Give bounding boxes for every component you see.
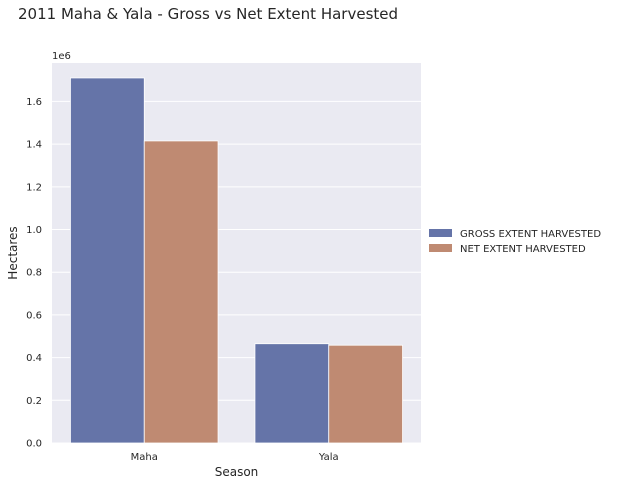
legend: GROSS EXTENT HARVESTED NET EXTENT HARVEST… [429,229,601,255]
bar [143,140,219,444]
y-tick-label: 0.2 [26,396,42,407]
y-tick-label: 0.8 [26,268,42,279]
bar [70,77,145,444]
x-axis-label: Season [215,465,259,479]
y-axis-label: Hectares [6,226,20,279]
y-offset-label: 1e6 [52,51,71,62]
y-tick-label: 0.6 [26,310,42,321]
y-tick-label: 1.4 [26,140,42,151]
legend-label: NET EXTENT HARVESTED [460,244,586,255]
y-tick-label: 1.0 [26,225,42,236]
y-tick-label: 1.6 [26,97,42,108]
y-tick-label: 0.0 [26,439,42,450]
y-tick-label: 0.4 [26,353,42,364]
legend-swatch [429,229,452,237]
y-axis: 0.0 0.2 0.4 0.6 0.8 1.0 1.2 1.4 1.6 [26,97,42,450]
legend-label: GROSS EXTENT HARVESTED [460,229,601,240]
y-tick-label: 1.2 [26,182,42,193]
x-axis: Maha Yala [131,452,339,463]
bar [328,344,403,444]
legend-swatch [429,244,452,252]
x-tick-label: Maha [131,452,158,463]
bar [254,343,330,444]
x-tick-label: Yala [318,452,339,463]
bars [70,77,403,444]
chart-title: 2011 Maha & Yala - Gross vs Net Extent H… [18,5,399,23]
